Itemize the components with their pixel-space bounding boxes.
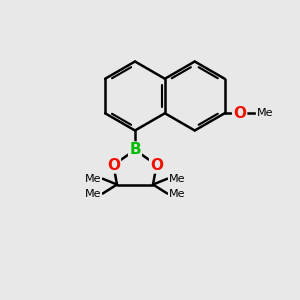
Text: Me: Me: [169, 189, 185, 199]
Text: O: O: [233, 106, 246, 121]
Text: B: B: [129, 142, 141, 158]
Text: Me: Me: [169, 174, 185, 184]
Text: Me: Me: [256, 108, 273, 118]
Text: O: O: [107, 158, 120, 172]
Text: Me: Me: [85, 174, 101, 184]
Text: Me: Me: [85, 189, 101, 199]
Text: O: O: [150, 158, 163, 172]
